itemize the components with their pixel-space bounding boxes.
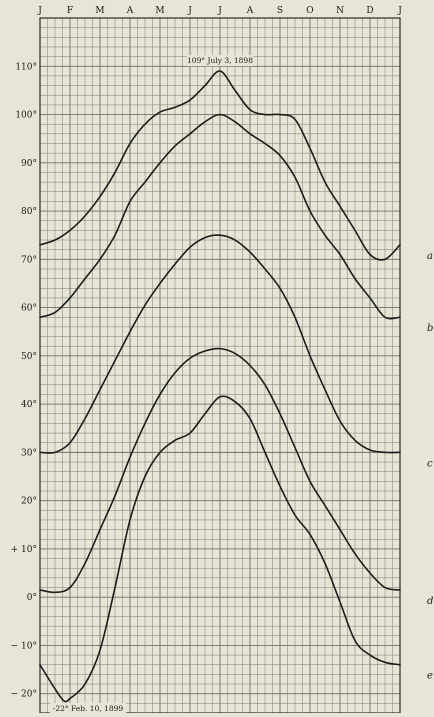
series-label-a: a (427, 251, 433, 262)
y-tick-label: 90° (21, 159, 37, 169)
y-tick-label: 100° (15, 111, 37, 121)
annotation-max: 109° July 3, 1898 (187, 56, 253, 65)
series-line-b (39, 113, 401, 320)
month-label: O (306, 6, 313, 16)
y-tick-label: − 20° (11, 690, 37, 700)
y-tick-label: 60° (21, 304, 37, 314)
month-label: M (155, 6, 164, 16)
series-label-c: c (427, 458, 433, 469)
grid (39, 17, 401, 714)
series-label-d: d (427, 596, 433, 607)
y-tick-label: − 10° (11, 641, 37, 651)
y-tick-label: 30° (21, 448, 37, 458)
series-group (39, 70, 401, 703)
month-label: J (397, 6, 402, 16)
month-label: A (126, 6, 134, 16)
y-axis: 110° 100° 90° 80° 70° 60° 50° 40° 30° 20° + 10° 0° −… (11, 62, 37, 699)
series-line-c (39, 234, 401, 454)
month-label: D (366, 6, 373, 16)
series-line-d (39, 347, 401, 594)
annotations: 109° July 3, 1898 -22° Feb. 10, 1899 (50, 55, 253, 714)
y-tick-label: + 10° (11, 545, 37, 555)
month-label: J (37, 6, 42, 16)
annotation-min-bg (50, 702, 126, 714)
annotation-min: -22° Feb. 10, 1899 (53, 704, 124, 713)
y-tick-label: 50° (21, 352, 37, 362)
y-tick-label: 0° (27, 593, 37, 603)
series-label-e: e (427, 671, 433, 682)
month-label: M (95, 6, 104, 16)
month-label: F (67, 6, 73, 16)
month-label: N (336, 6, 344, 16)
month-label: A (246, 6, 254, 16)
y-tick-label: 20° (21, 497, 37, 507)
y-tick-label: 40° (21, 400, 37, 410)
series-line-e (39, 395, 401, 703)
annotation-max-bg (187, 55, 253, 67)
y-tick-label: 70° (21, 255, 37, 265)
y-tick-label: 80° (21, 207, 37, 217)
month-label: J (217, 6, 222, 16)
curve-labels: a b c d e (427, 251, 433, 682)
series-line-a (39, 70, 401, 261)
y-tick-label: 110° (15, 62, 37, 72)
month-label: J (187, 6, 192, 16)
series-label-b: b (427, 323, 433, 334)
month-label: S (277, 6, 283, 16)
